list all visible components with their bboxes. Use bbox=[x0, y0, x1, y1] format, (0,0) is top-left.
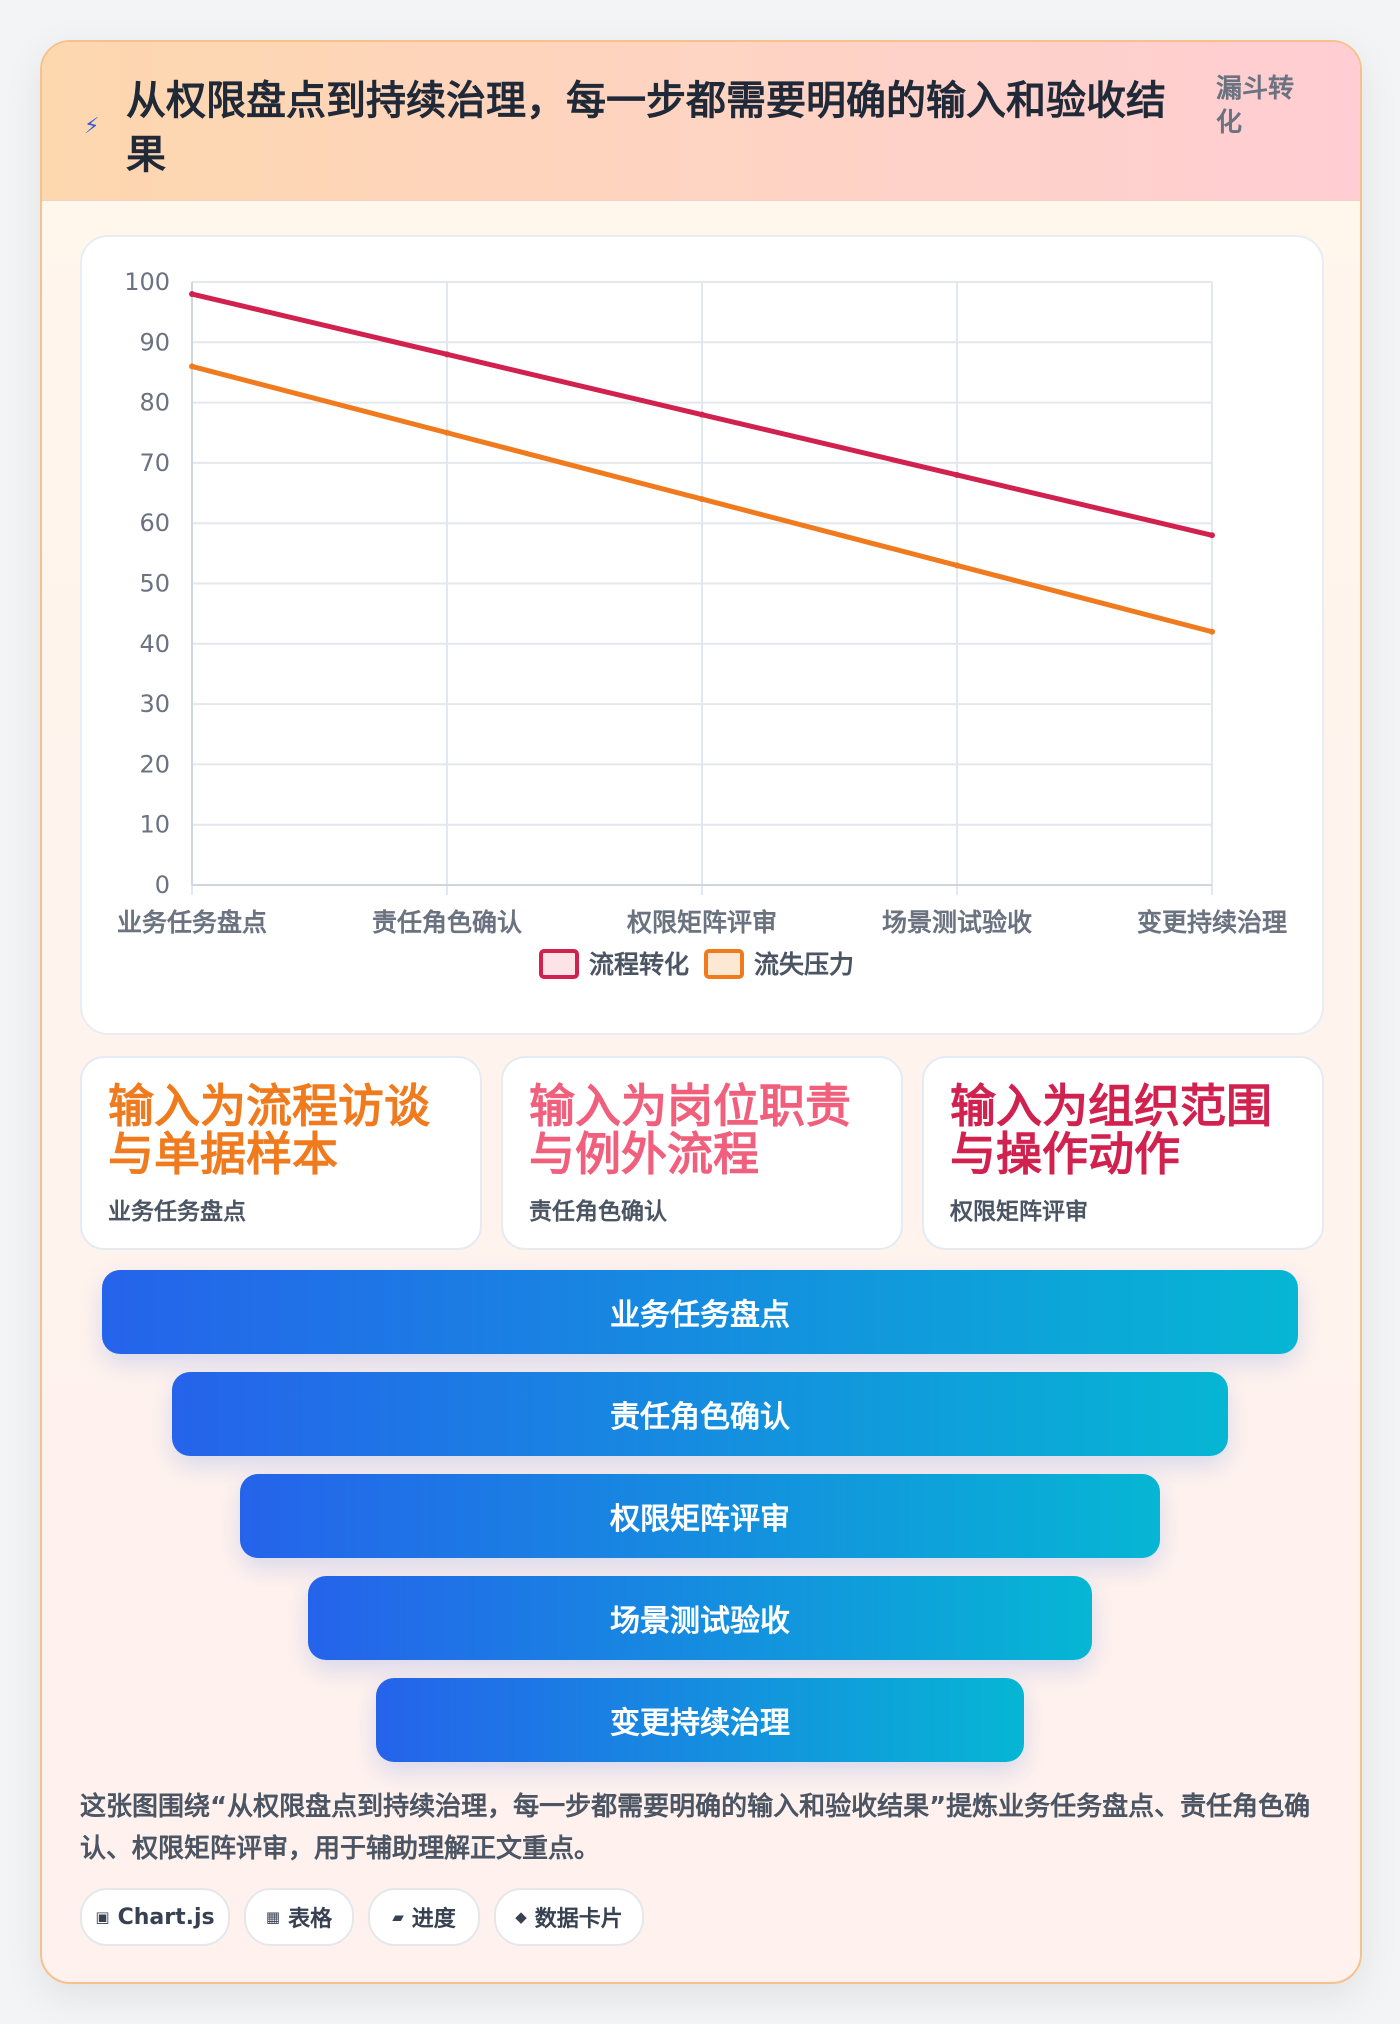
y-tick-label: 90 bbox=[139, 328, 170, 356]
kpi-card-value: 输入为岗位职责与例外流程 bbox=[529, 1079, 851, 1181]
kpi-cards-row: 输入为流程访谈与单据样本 业务任务盘点 输入为岗位职责与例外流程 责任角色确认 … bbox=[80, 1056, 1324, 1250]
kpi-card-value: 输入为组织范围与操作动作 bbox=[950, 1079, 1272, 1181]
y-tick-label: 30 bbox=[139, 690, 170, 718]
kpi-card-label: 权限矩阵评审 bbox=[950, 1199, 1088, 1225]
progress-icon: ▰ bbox=[392, 1908, 404, 1926]
page-title: 从权限盘点到持续治理，每一步都需要明确的输入和验收结果 bbox=[126, 78, 1166, 178]
funnel-stage: 业务任务盘点 bbox=[102, 1270, 1298, 1354]
lightning-icon: ⚡ bbox=[84, 114, 100, 139]
y-tick-label: 60 bbox=[139, 509, 170, 537]
chart-icon: ▣ bbox=[95, 1908, 110, 1926]
funnel-stage: 责任角色确认 bbox=[172, 1372, 1228, 1456]
x-tick-label: 责任角色确认 bbox=[372, 908, 522, 937]
chip-data-card[interactable]: ◆ 数据卡片 bbox=[494, 1888, 644, 1946]
kpi-card-label: 责任角色确认 bbox=[529, 1199, 667, 1225]
chip-label: Chart.js bbox=[117, 1904, 215, 1930]
line-chart-panel: 0 10 20 30 40 50 60 70 80 90 100 业务任务盘点 责任角色确认 权限矩阵评审… bbox=[80, 235, 1324, 1035]
chip-label: 数据卡片 bbox=[534, 1907, 623, 1932]
y-tick-label: 50 bbox=[139, 570, 170, 598]
kpi-card-value: 输入为流程访谈与单据样本 bbox=[108, 1079, 430, 1181]
y-tick-label: 20 bbox=[139, 750, 170, 778]
table-icon: ▦ bbox=[265, 1908, 281, 1926]
infographic-card: ⚡ 从权限盘点到持续治理，每一步都需要明确的输入和验收结果 漏斗转化 0 10 20… bbox=[40, 40, 1362, 1984]
data-point bbox=[699, 496, 705, 503]
data-point bbox=[189, 291, 195, 298]
line-chart: 0 10 20 30 40 50 60 70 80 90 100 业务任务盘点 责任角色确认 权限矩阵评审… bbox=[117, 268, 1287, 979]
kpi-card: 输入为岗位职责与例外流程 责任角色确认 bbox=[501, 1056, 903, 1250]
funnel-stage: 权限矩阵评审 bbox=[240, 1474, 1160, 1558]
y-tick-label: 70 bbox=[139, 449, 170, 477]
data-point bbox=[954, 562, 960, 569]
kpi-card: 输入为流程访谈与单据样本 业务任务盘点 bbox=[80, 1056, 482, 1250]
chip-label: 进度 bbox=[411, 1907, 456, 1932]
data-point bbox=[189, 363, 195, 370]
header-bar: ⚡ 从权限盘点到持续治理，每一步都需要明确的输入和验收结果 漏斗转化 bbox=[42, 42, 1360, 201]
y-tick-label: 10 bbox=[139, 811, 170, 839]
kpi-card-label: 业务任务盘点 bbox=[108, 1199, 246, 1225]
x-tick-label: 业务任务盘点 bbox=[117, 908, 267, 937]
funnel-stage: 变更持续治理 bbox=[376, 1678, 1024, 1762]
data-point bbox=[444, 351, 450, 358]
chip-progress[interactable]: ▰ 进度 bbox=[368, 1888, 480, 1946]
x-tick-label: 变更持续治理 bbox=[1137, 908, 1287, 937]
kpi-card: 输入为组织范围与操作动作 权限矩阵评审 bbox=[922, 1056, 1324, 1250]
chip-table[interactable]: ▦ 表格 bbox=[244, 1888, 354, 1946]
chart-description: 这张图围绕“从权限盘点到持续治理，每一步都需要明确的输入和验收结果”提炼业务任务… bbox=[80, 1792, 1311, 1864]
y-tick-label: 40 bbox=[139, 630, 170, 658]
data-card-icon: ◆ bbox=[515, 1908, 527, 1926]
legend-swatch bbox=[539, 949, 579, 979]
chip-chartjs[interactable]: ▣ Chart.js bbox=[80, 1888, 230, 1946]
chart-type-tag: 漏斗转化 bbox=[1216, 74, 1295, 138]
x-tick-label: 权限矩阵评审 bbox=[626, 908, 777, 937]
y-tick-label: 80 bbox=[139, 389, 170, 417]
chip-label: 表格 bbox=[288, 1907, 333, 1932]
legend-swatch bbox=[704, 949, 744, 979]
y-tick-label: 100 bbox=[124, 268, 170, 296]
data-point bbox=[954, 471, 960, 478]
data-point bbox=[444, 429, 450, 436]
data-point bbox=[1209, 628, 1215, 635]
funnel-stage: 场景测试验收 bbox=[308, 1576, 1092, 1660]
y-tick-label: 0 bbox=[155, 871, 170, 899]
legend-label: 流程转化 bbox=[589, 950, 689, 979]
legend-label: 流失压力 bbox=[754, 950, 854, 979]
data-point bbox=[1209, 532, 1215, 539]
x-tick-label: 场景测试验收 bbox=[882, 908, 1032, 937]
data-point bbox=[699, 411, 705, 418]
